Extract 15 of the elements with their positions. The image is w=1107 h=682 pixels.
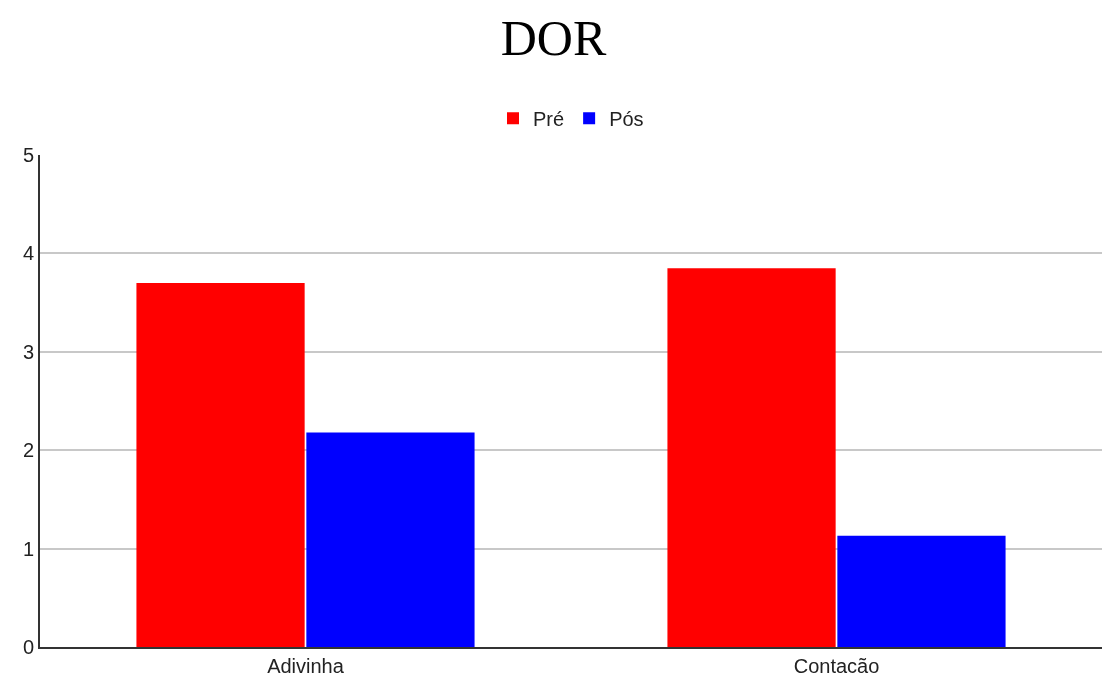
legend-label: Pré [533, 108, 565, 131]
bar [306, 432, 475, 647]
x-tick-label: Contacão [793, 655, 880, 677]
legend-label: Pós [609, 108, 644, 131]
bar [667, 268, 836, 647]
bar [837, 535, 1006, 647]
y-tick-label: 2 [22, 439, 34, 462]
x-tick-label: Adivinha [267, 655, 345, 677]
y-tick-label: 5 [22, 144, 34, 166]
y-tick-label: 0 [22, 636, 34, 658]
bar [136, 282, 305, 647]
y-tick-label: 3 [22, 340, 34, 363]
y-tick-label: 1 [22, 537, 34, 560]
y-tick-label: 4 [22, 242, 34, 265]
chart-title: DOR [500, 10, 607, 67]
